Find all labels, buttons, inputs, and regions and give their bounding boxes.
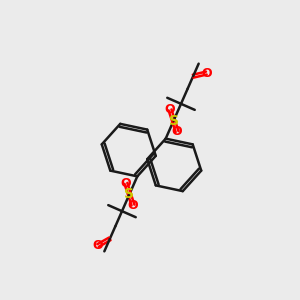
Text: O: O: [165, 103, 175, 116]
Text: O: O: [93, 239, 104, 252]
Text: S: S: [124, 187, 134, 201]
Text: O: O: [128, 199, 138, 212]
Text: O: O: [172, 125, 182, 138]
Text: S: S: [169, 114, 178, 128]
Text: O: O: [121, 177, 131, 190]
Text: O: O: [201, 67, 211, 80]
